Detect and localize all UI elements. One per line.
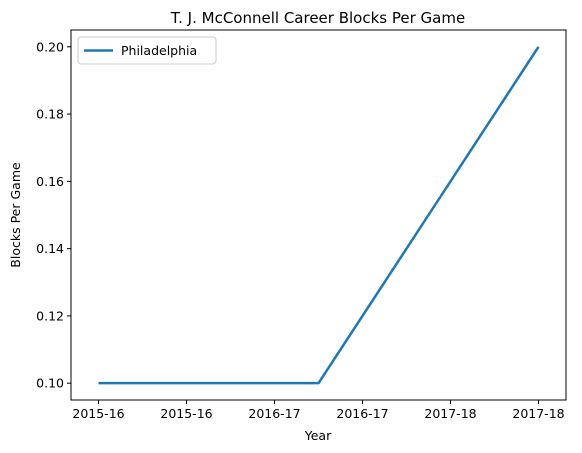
y-tick-label: 0.10 xyxy=(36,376,64,391)
x-tick-label: 2015-16 xyxy=(72,406,124,421)
x-axis-label: Year xyxy=(304,428,332,443)
y-tick-label: 0.20 xyxy=(36,39,64,54)
y-axis-label: Blocks Per Game xyxy=(8,162,23,268)
x-axis: 2015-16 2015-16 2016-17 2016-17 2017-18 2017-… xyxy=(72,400,565,421)
x-tick-label: 2016-17 xyxy=(248,406,300,421)
legend: Philadelphia xyxy=(77,36,217,65)
series-line-philadelphia xyxy=(98,46,540,385)
x-tick-label: 2017-18 xyxy=(512,406,564,421)
y-tick-label: 0.18 xyxy=(36,107,64,122)
y-tick-label: 0.12 xyxy=(36,308,64,323)
plot-area xyxy=(70,29,567,401)
y-axis: 0.10 0.12 0.14 0.16 0.18 0.20 xyxy=(36,39,71,391)
x-tick-label: 2017-18 xyxy=(424,406,476,421)
x-tick-label: 2016-17 xyxy=(336,406,388,421)
y-tick-label: 0.16 xyxy=(36,174,64,189)
x-tick-label: 2015-16 xyxy=(160,406,212,421)
series-layer xyxy=(98,46,540,385)
chart-title: T. J. McConnell Career Blocks Per Game xyxy=(170,9,465,27)
legend-box xyxy=(77,36,217,65)
y-tick-label: 0.14 xyxy=(36,241,64,256)
legend-label-philadelphia: Philadelphia xyxy=(121,43,197,58)
